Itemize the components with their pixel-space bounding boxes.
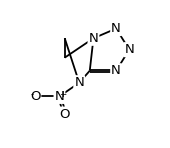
Text: O: O xyxy=(30,90,40,103)
Text: N: N xyxy=(124,43,134,56)
Text: +: + xyxy=(59,90,66,99)
Text: N: N xyxy=(74,76,84,89)
Text: O: O xyxy=(59,108,70,121)
Text: N: N xyxy=(55,90,64,103)
Text: N: N xyxy=(111,22,121,35)
Text: -: - xyxy=(31,90,34,99)
Text: N: N xyxy=(89,32,98,45)
Text: N: N xyxy=(111,64,121,77)
